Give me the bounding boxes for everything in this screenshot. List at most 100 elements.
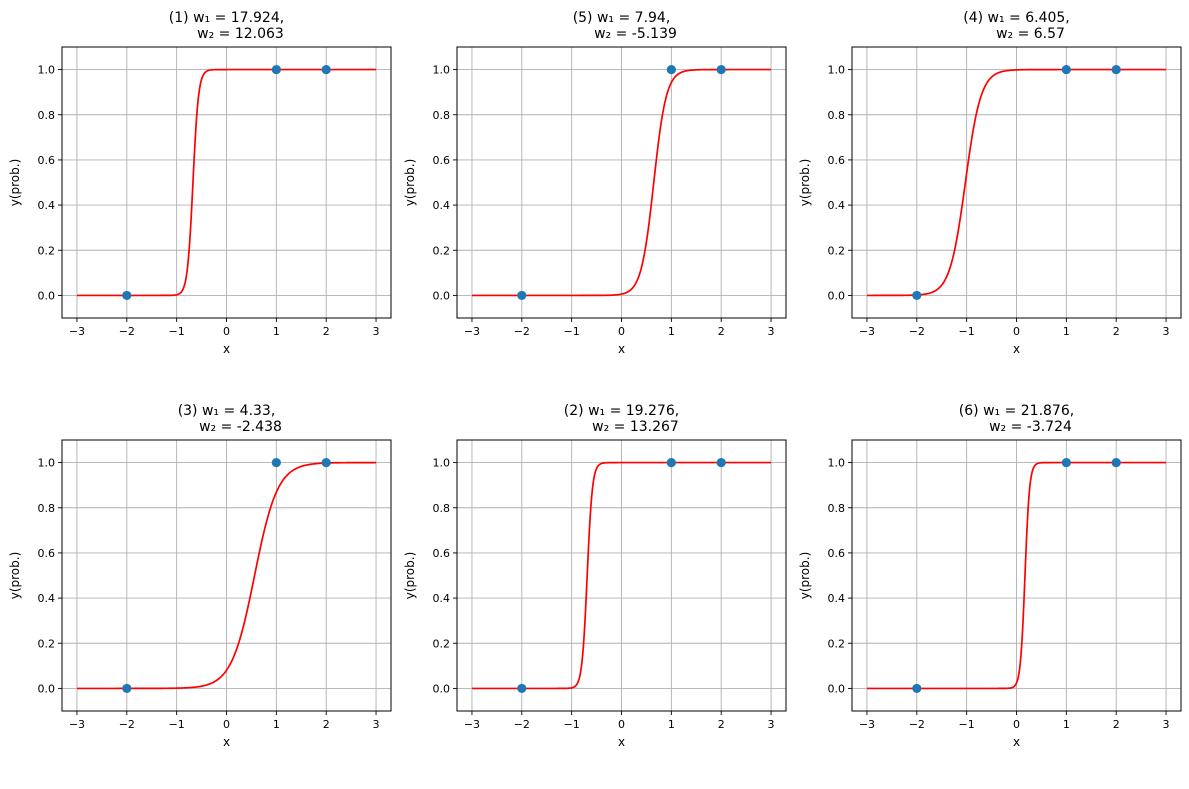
- y-tick-label: 0.2: [38, 244, 56, 257]
- x-axis-label: x: [618, 342, 625, 356]
- x-tick-label: 1: [273, 325, 280, 338]
- data-point: [912, 683, 922, 694]
- y-tick-label: 0.0: [433, 682, 451, 695]
- y-tick-label: 0.6: [828, 154, 846, 167]
- x-tick-label: −1: [169, 718, 185, 731]
- subplot-1: −3 −2 −1 0 1 2 3 0.0 0.2 0.4 0.6 0.8 1.0 x y(prob.) (1)…: [8, 10, 392, 356]
- data-point: [122, 683, 132, 694]
- subplot-title-line2: w₂ = 6.57: [996, 26, 1065, 42]
- y-tick-label: 1.0: [38, 64, 56, 77]
- x-tick-label: −3: [464, 325, 480, 338]
- y-tick-label: 0.6: [38, 547, 56, 560]
- x-tick-label: −2: [909, 325, 925, 338]
- x-tick-label: 3: [373, 718, 380, 731]
- x-tick-label: 2: [1113, 325, 1120, 338]
- x-tick-label: −2: [514, 325, 530, 338]
- y-tick-label: 0.2: [828, 637, 846, 650]
- x-tick-label: 0: [223, 325, 230, 338]
- y-tick-label: 0.4: [433, 592, 451, 605]
- subplot-4: −3 −2 −1 0 1 2 3 0.0 0.2 0.4 0.6 0.8 1.0 x y(prob.) (2)…: [403, 403, 787, 749]
- x-tick-label: 0: [1013, 718, 1020, 731]
- data-point: [271, 457, 281, 468]
- subplot-2: −3 −2 −1 0 1 2 3 0.0 0.2 0.4 0.6 0.8 1.0 x y(prob.) (3)…: [8, 403, 392, 749]
- x-axis-label: x: [618, 735, 625, 749]
- x-axis-label: x: [1013, 342, 1020, 356]
- data-point: [122, 290, 132, 301]
- x-tick-label: −2: [909, 718, 925, 731]
- x-tick-label: −2: [119, 325, 135, 338]
- subplot-6: −3 −2 −1 0 1 2 3 0.0 0.2 0.4 0.6 0.8 1.0 x y(prob.) (6)…: [798, 403, 1182, 749]
- subplot-title-line1: (3) w₁ = 4.33,: [178, 403, 276, 419]
- x-tick-label: −1: [169, 325, 185, 338]
- x-tick-label: 0: [223, 718, 230, 731]
- y-tick-label: 0.6: [828, 547, 846, 560]
- y-tick-label: 1.0: [828, 457, 846, 470]
- y-tick-label: 0.2: [433, 244, 451, 257]
- x-axis-label: x: [1013, 735, 1020, 749]
- data-point: [1111, 64, 1121, 75]
- y-tick-label: 0.2: [828, 244, 846, 257]
- x-tick-label: −2: [119, 718, 135, 731]
- x-tick-label: 2: [323, 325, 330, 338]
- y-tick-label: 0.6: [38, 154, 56, 167]
- x-tick-label: 2: [718, 325, 725, 338]
- data-point: [321, 64, 331, 75]
- y-axis-label: y(prob.): [798, 552, 812, 600]
- x-axis-label: x: [223, 735, 230, 749]
- x-tick-label: 1: [668, 718, 675, 731]
- subplot-title-line1: (2) w₁ = 19.276,: [564, 403, 679, 419]
- x-tick-label: 1: [273, 718, 280, 731]
- y-tick-label: 0.8: [38, 109, 56, 122]
- x-tick-label: −3: [859, 718, 875, 731]
- y-tick-label: 1.0: [828, 64, 846, 77]
- x-tick-label: 3: [768, 325, 775, 338]
- x-tick-label: −1: [564, 718, 580, 731]
- x-tick-label: 1: [1063, 718, 1070, 731]
- y-tick-label: 1.0: [433, 457, 451, 470]
- data-point: [1061, 457, 1071, 468]
- x-tick-label: −3: [69, 718, 85, 731]
- y-tick-label: 0.8: [828, 502, 846, 515]
- data-point: [716, 64, 726, 75]
- y-tick-label: 0.4: [433, 199, 451, 212]
- y-tick-label: 0.8: [828, 109, 846, 122]
- y-axis-label: y(prob.): [403, 159, 417, 207]
- x-tick-label: 3: [768, 718, 775, 731]
- subplot-title-line1: (5) w₁ = 7.94,: [573, 10, 671, 26]
- data-point: [271, 64, 281, 75]
- x-tick-label: 0: [618, 718, 625, 731]
- subplot-title-line1: (1) w₁ = 17.924,: [169, 10, 284, 26]
- y-tick-label: 0.6: [433, 154, 451, 167]
- y-tick-label: 0.8: [433, 109, 451, 122]
- subplot-title-line2: w₂ = -5.139: [594, 26, 677, 42]
- y-tick-label: 0.0: [38, 682, 56, 695]
- y-axis-label: y(prob.): [798, 159, 812, 207]
- x-tick-label: 2: [323, 718, 330, 731]
- data-point: [912, 290, 922, 301]
- y-tick-label: 0.4: [828, 199, 846, 212]
- y-tick-label: 0.2: [38, 637, 56, 650]
- x-tick-label: −3: [859, 325, 875, 338]
- data-point: [666, 64, 676, 75]
- y-tick-label: 0.6: [433, 547, 451, 560]
- x-tick-label: −1: [959, 325, 975, 338]
- y-tick-label: 0.0: [433, 289, 451, 302]
- x-tick-label: 0: [618, 325, 625, 338]
- data-point: [1061, 64, 1071, 75]
- x-tick-label: −1: [564, 325, 580, 338]
- data-point: [666, 457, 676, 468]
- y-axis-label: y(prob.): [403, 552, 417, 600]
- data-point: [517, 290, 527, 301]
- subplot-3: −3 −2 −1 0 1 2 3 0.0 0.2 0.4 0.6 0.8 1.0 x y(prob.) (5)…: [403, 10, 787, 356]
- y-tick-label: 0.8: [433, 502, 451, 515]
- y-tick-label: 1.0: [38, 457, 56, 470]
- subplot-title-line2: w₂ = 13.267: [592, 419, 679, 435]
- subplot-title-line1: (6) w₁ = 21.876,: [959, 403, 1074, 419]
- subplot-title-line2: w₂ = -3.724: [989, 419, 1072, 435]
- y-tick-label: 0.0: [38, 289, 56, 302]
- x-tick-label: −3: [464, 718, 480, 731]
- x-tick-label: −2: [514, 718, 530, 731]
- subplot-title-line2: w₂ = -2.438: [199, 419, 282, 435]
- data-point: [517, 683, 527, 694]
- x-tick-label: 1: [668, 325, 675, 338]
